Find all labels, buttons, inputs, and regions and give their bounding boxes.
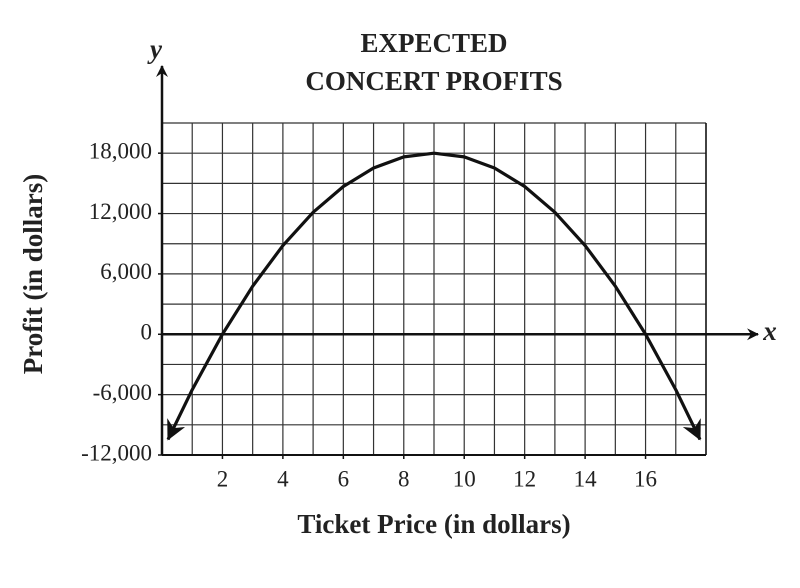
curve xyxy=(166,151,702,441)
y-tick-label: -12,000 xyxy=(81,440,152,465)
x-tick-label: 2 xyxy=(217,466,229,491)
y-tick-label: 12,000 xyxy=(89,199,152,224)
chart-title: CONCERT PROFITS xyxy=(305,66,562,96)
x-tick-label: 16 xyxy=(634,466,657,491)
x-axis-letter: x xyxy=(762,316,777,346)
chart-title: EXPECTED xyxy=(360,28,507,58)
x-tick-label: 10 xyxy=(453,466,476,491)
y-tick-label: 18,000 xyxy=(89,138,152,163)
x-tick-label: 14 xyxy=(574,466,598,491)
y-axis-label: Profit (in dollars) xyxy=(18,174,48,374)
x-axis-label: Ticket Price (in dollars) xyxy=(297,509,570,539)
y-tick-label: -6,000 xyxy=(93,380,152,405)
y-axis-letter: y xyxy=(147,34,163,64)
y-tick-label: 0 xyxy=(141,320,153,345)
y-tick-label: 6,000 xyxy=(100,259,152,284)
x-tick-label: 4 xyxy=(277,466,289,491)
x-tick-label: 8 xyxy=(398,466,410,491)
x-tick-label: 6 xyxy=(338,466,350,491)
x-tick-label: 12 xyxy=(513,466,536,491)
